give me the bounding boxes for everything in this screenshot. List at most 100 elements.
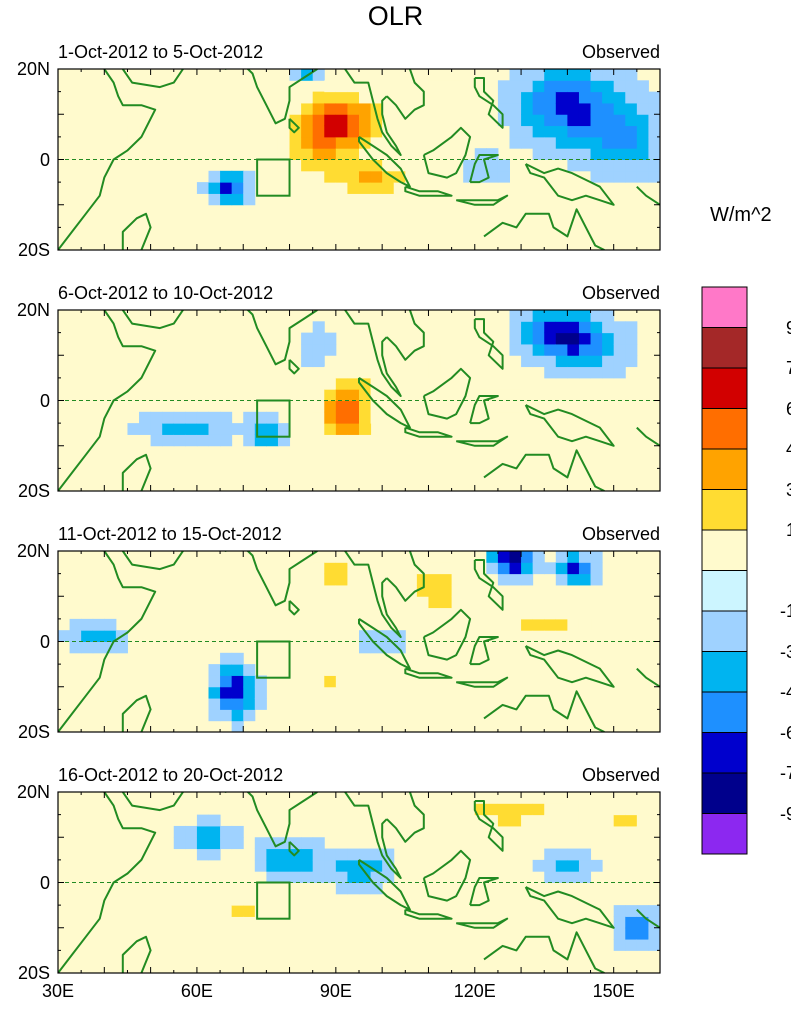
olr-cell (613, 125, 626, 138)
olr-cell (347, 136, 360, 149)
olr-cell (567, 366, 580, 379)
olr-cell (416, 607, 429, 620)
coastline (636, 908, 660, 929)
olr-cell (602, 148, 615, 160)
colorbar-swatch (701, 651, 748, 693)
olr-cell (544, 618, 557, 631)
olr-cell (648, 91, 660, 104)
olr-cell (567, 310, 580, 322)
olr-cell (578, 814, 592, 827)
olr-cell (370, 114, 383, 127)
olr-cell (648, 916, 660, 929)
olr-cell (382, 102, 395, 115)
olr-cell (555, 916, 568, 929)
olr-cell (440, 80, 453, 93)
olr-cell (567, 332, 580, 345)
olr-cell (590, 114, 603, 127)
olr-cell (509, 814, 522, 827)
olr-cell (463, 803, 476, 816)
olr-cell (254, 573, 267, 586)
olr-cell (254, 434, 267, 447)
olr-cell (243, 675, 256, 688)
olr-cell (578, 80, 592, 93)
olr-cell (289, 136, 302, 149)
olr-cell (359, 182, 372, 194)
olr-cell (324, 871, 337, 883)
olr-cell (463, 573, 476, 586)
olr-cell (613, 905, 626, 917)
olr-cell (625, 939, 638, 951)
olr-cell (382, 871, 395, 883)
olr-cell (636, 905, 649, 917)
olr-cell (567, 91, 580, 104)
figure-title: OLR (367, 1, 424, 31)
olr-cell (440, 562, 453, 575)
olr-cell (335, 916, 348, 929)
olr-cell (220, 434, 233, 447)
olr-cell (335, 80, 348, 93)
olr-cell (347, 916, 360, 929)
olr-cell (243, 182, 256, 194)
coastline (483, 208, 605, 250)
olr-cell (359, 366, 372, 379)
olr-cell (312, 343, 325, 356)
olr-cell (324, 91, 337, 104)
olr-cell (555, 871, 568, 883)
olr-cell (301, 355, 314, 368)
olr-cell (266, 871, 279, 883)
olr-cell (208, 686, 221, 699)
olr-cell (509, 607, 522, 620)
olr-cell (521, 343, 534, 356)
olr-cell (532, 562, 545, 575)
olr-cell (196, 837, 209, 850)
olr-cell (555, 562, 568, 575)
olr-cell (335, 136, 348, 149)
olr-cell (532, 102, 545, 115)
olr-cell (301, 848, 314, 861)
olr-cell (393, 355, 406, 368)
olr-cell (231, 573, 244, 586)
olr-cell (625, 332, 638, 345)
olr-cell (648, 102, 660, 115)
olr-cell (347, 848, 360, 861)
olr-cell (220, 193, 233, 206)
olr-cell (486, 400, 499, 413)
olr-cell (324, 664, 337, 676)
olr-cell (613, 114, 626, 127)
olr-cell (567, 618, 580, 631)
coastline (469, 636, 499, 666)
olr-cell (532, 91, 545, 104)
olr-cell (382, 355, 395, 368)
colorbar-swatch (701, 529, 748, 571)
olr-cell (220, 837, 233, 850)
olr-cell (509, 136, 522, 149)
olr-cell (532, 596, 545, 609)
olr-cell (231, 193, 244, 206)
coastline (636, 667, 660, 688)
olr-cell (590, 148, 603, 160)
olr-cell (497, 400, 510, 413)
olr-cell (405, 343, 418, 356)
olr-cell (335, 400, 348, 413)
olr-cell (243, 584, 256, 597)
olr-cell (335, 675, 348, 688)
olr-cell (220, 182, 233, 194)
olr-cell (416, 562, 429, 575)
olr-cell (636, 80, 649, 93)
olr-cell (208, 434, 221, 447)
olr-cell (544, 69, 557, 81)
olr-cell (231, 423, 244, 435)
olr-cell (347, 882, 360, 895)
olr-cell (544, 102, 557, 115)
olr-cell (312, 377, 325, 390)
olr-cell (648, 905, 660, 917)
olr-cell (92, 630, 105, 642)
olr-cell (370, 102, 383, 115)
olr-cell (590, 170, 603, 183)
olr-cell (636, 927, 649, 940)
olr-cell (243, 170, 256, 183)
olr-cell (590, 562, 603, 575)
coastline (358, 859, 411, 911)
olr-cell (636, 125, 649, 138)
